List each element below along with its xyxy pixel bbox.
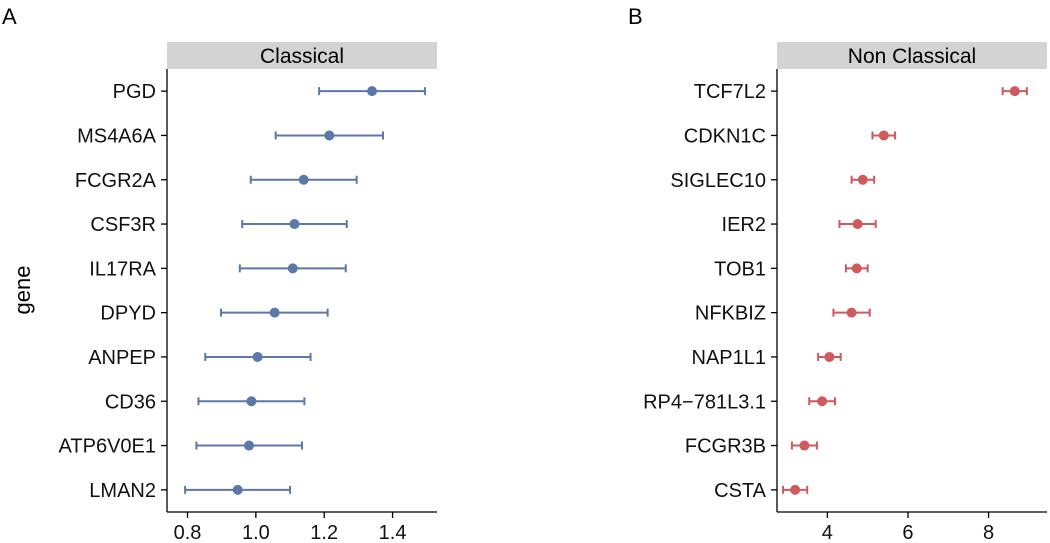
x-tick-label: 1.4 <box>379 522 407 543</box>
x-tick-label: 6 <box>902 522 913 543</box>
panel-label-b: B <box>628 4 643 29</box>
data-point <box>324 130 335 141</box>
x-tick-label: 4 <box>822 522 833 543</box>
data-point <box>244 440 255 451</box>
x-tick-label: 8 <box>983 522 994 543</box>
category-label: RP4−781L3.1 <box>643 391 766 413</box>
data-point <box>851 263 862 274</box>
category-label: TCF7L2 <box>694 81 766 103</box>
marks-non-classical: 4 6 8 TCF7L2 CDKN1C SIGLEC10 IER2 TOB1 NFKBIZ NAP… <box>643 81 1028 543</box>
strip-non-classical <box>777 42 1047 69</box>
data-point <box>824 351 835 362</box>
category-label: CSTA <box>714 480 767 502</box>
category-label: IL17RA <box>89 258 156 280</box>
strip-title-non-classical: Non Classical <box>848 45 976 68</box>
x-tick-label: 0.8 <box>174 522 202 543</box>
category-label: CDKN1C <box>684 125 766 147</box>
y-axis-title: gene <box>10 266 35 315</box>
data-point <box>857 174 868 185</box>
category-label: IER2 <box>722 214 766 236</box>
data-point <box>298 174 309 185</box>
data-point <box>852 219 863 230</box>
category-label: DPYD <box>100 303 156 325</box>
category-label: NFKBIZ <box>695 303 766 325</box>
strip-title-classical: Classical <box>260 45 344 68</box>
marks-classical: 0.8 1.0 1.2 1.4 PGD MS4A6A FCGR2A CSF3R IL17RA DP… <box>59 81 427 543</box>
data-point <box>287 263 298 274</box>
data-point <box>1009 86 1020 97</box>
category-label: TOB1 <box>714 258 766 280</box>
data-point <box>878 130 889 141</box>
panel-classical: A Classical gene 0.8 1.0 1.2 1.4 PGD MS4A6A FC… <box>2 4 437 543</box>
x-tick-label: 1.0 <box>242 522 270 543</box>
category-label: PGD <box>113 81 156 103</box>
data-point <box>817 396 828 407</box>
category-label: NAP1L1 <box>692 347 767 369</box>
category-label: MS4A6A <box>77 125 157 147</box>
category-label: LMAN2 <box>89 480 156 502</box>
data-point <box>799 440 810 451</box>
strip-classical <box>167 42 437 69</box>
category-label: SIGLEC10 <box>670 170 766 192</box>
data-point <box>232 484 243 495</box>
data-point <box>252 351 263 362</box>
category-label: ATP6V0E1 <box>59 436 156 458</box>
data-point <box>269 307 280 318</box>
data-point <box>289 219 300 230</box>
category-label: CSF3R <box>90 214 156 236</box>
data-point <box>790 484 801 495</box>
category-label: FCGR2A <box>75 170 157 192</box>
panel-label-a: A <box>2 4 17 29</box>
x-tick-label: 1.2 <box>310 522 338 543</box>
category-label: ANPEP <box>88 347 156 369</box>
category-label: FCGR3B <box>685 436 766 458</box>
data-point <box>846 307 857 318</box>
panel-non-classical: B Non Classical 4 6 8 TCF7L2 CDKN1C SIGLEC10 I… <box>628 4 1047 543</box>
data-point <box>246 396 257 407</box>
category-label: CD36 <box>105 391 156 413</box>
data-point <box>367 86 378 97</box>
